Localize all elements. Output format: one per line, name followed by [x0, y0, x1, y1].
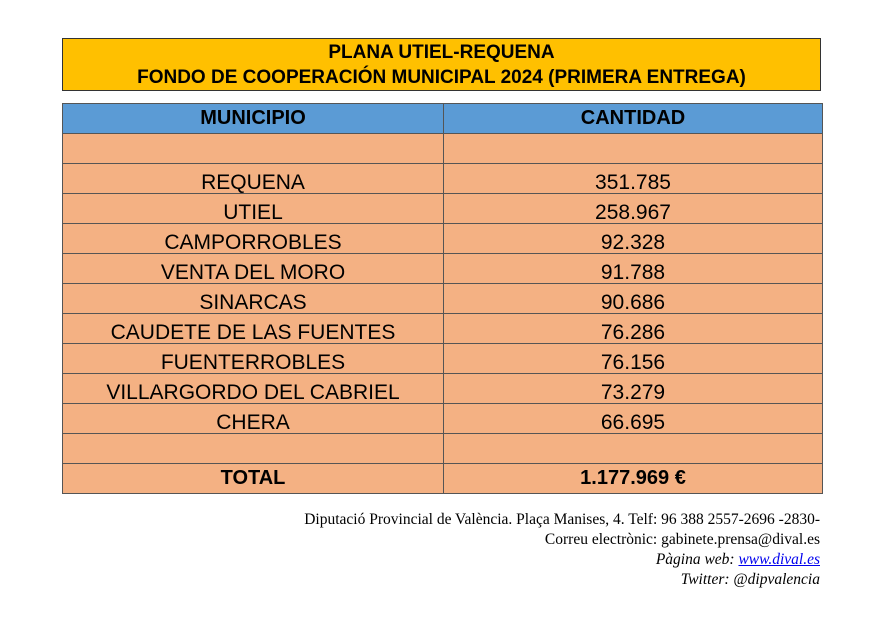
municipio-cell: CHERA: [62, 403, 444, 434]
data-row: UTIEL 258.967: [62, 193, 823, 224]
cell: [443, 133, 823, 164]
cantidad-cell: 258.967: [443, 193, 823, 224]
table-body: MUNICIPIO CANTIDAD REQUENA 351.785 UTIEL 25…: [62, 103, 823, 494]
footer-address: Diputació Provincial de València. Plaça …: [304, 511, 820, 528]
total-row: TOTAL 1.177.969 €: [62, 463, 823, 494]
total-value: 1.177.969 €: [443, 463, 823, 494]
cell: [62, 433, 444, 464]
data-row: CHERA 66.695: [62, 403, 823, 434]
municipio-cell: REQUENA: [62, 163, 444, 194]
total-label: TOTAL: [62, 463, 444, 494]
cantidad-cell: 90.686: [443, 283, 823, 314]
empty-row: [62, 433, 823, 464]
empty-row: [62, 133, 823, 164]
data-row: CAUDETE DE LAS FUENTES 76.286: [62, 313, 823, 344]
municipio-cell: CAUDETE DE LAS FUENTES: [62, 313, 444, 344]
data-row: REQUENA 351.785: [62, 163, 823, 194]
title-box: PLANA UTIEL-REQUENA FONDO DE COOPERACIÓN…: [62, 38, 821, 91]
cantidad-cell: 73.279: [443, 373, 823, 404]
data-row: CAMPORROBLES 92.328: [62, 223, 823, 254]
data-row: SINARCAS 90.686: [62, 283, 823, 314]
footer-twitter: Twitter: @dipvalencia: [680, 571, 820, 588]
web-link[interactable]: www.dival.es: [738, 551, 820, 568]
data-row: VILLARGORDO DEL CABRIEL 73.279: [62, 373, 823, 404]
data-row: VENTA DEL MORO 91.788: [62, 253, 823, 284]
footer-web: Pàgina web: www.dival.es: [656, 551, 820, 569]
cantidad-cell: 76.286: [443, 313, 823, 344]
footer-email: Correu electrònic: gabinete.prensa@dival…: [544, 531, 820, 548]
cantidad-cell: 351.785: [443, 163, 823, 194]
cantidad-cell: 76.156: [443, 343, 823, 374]
header-cell: MUNICIPIO: [62, 103, 444, 134]
municipio-cell: VILLARGORDO DEL CABRIEL: [62, 373, 444, 404]
data-table: MUNICIPIO CANTIDAD REQUENA 351.785 UTIEL 25…: [62, 103, 823, 494]
municipio-cell: CAMPORROBLES: [62, 223, 444, 254]
title-line: PLANA UTIEL-REQUENA: [328, 42, 555, 63]
cantidad-cell: 91.788: [443, 253, 823, 284]
cell: [62, 133, 444, 164]
title-line: FONDO DE COOPERACIÓN MUNICIPAL 2024 (PRI…: [137, 67, 746, 88]
header-cell: CANTIDAD: [443, 103, 823, 134]
cantidad-cell: 66.695: [443, 403, 823, 434]
municipio-cell: SINARCAS: [62, 283, 444, 314]
municipio-cell: FUENTERROBLES: [62, 343, 444, 374]
municipio-cell: UTIEL: [62, 193, 444, 224]
data-row: FUENTERROBLES 76.156: [62, 343, 823, 374]
municipio-cell: VENTA DEL MORO: [62, 253, 444, 284]
cell: [443, 433, 823, 464]
header-row: MUNICIPIO CANTIDAD: [62, 103, 823, 134]
cantidad-cell: 92.328: [443, 223, 823, 254]
web-label: Pàgina web:: [655, 551, 735, 568]
